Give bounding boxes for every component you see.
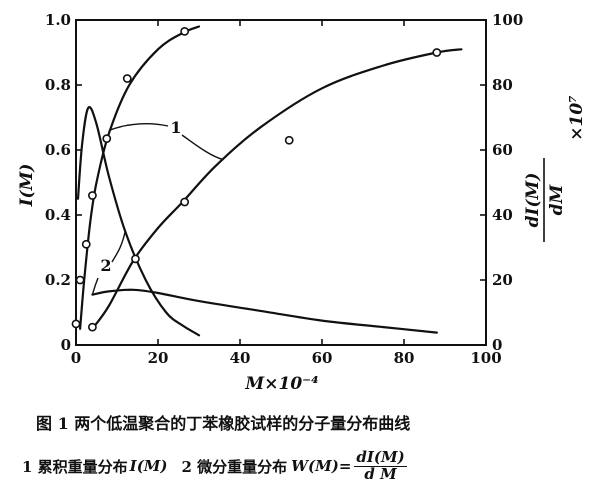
series-1-right-point	[180, 197, 190, 207]
x-tick-label: 0	[71, 349, 81, 367]
series-2-differential-left-curve	[76, 105, 201, 337]
molecular-weight-distribution-chart: 0 20 40 60 80 10000.20.40.60.81.0020406080100…	[17, 11, 587, 394]
y-right-tick-label: 20	[492, 271, 513, 289]
y-right-label-numerator: dI(M)	[523, 173, 543, 228]
y-right-label-factor: ×10⁷	[567, 95, 587, 140]
y-left-tick-label: 0.2	[45, 271, 71, 289]
series-1-left-point	[75, 275, 85, 285]
series-1-left-point	[71, 319, 81, 329]
series-2-leader-right	[91, 277, 99, 295]
legend-item-1-text: 1 累积重量分布	[22, 457, 128, 476]
data-points	[71, 26, 442, 332]
y-left-tick-label: 1.0	[45, 11, 71, 29]
y-right-tick-label: 80	[492, 76, 513, 94]
legend-item-2-symbol: W(M)=	[291, 457, 352, 475]
x-axis-label: M×10⁻⁴	[244, 374, 318, 394]
y-left-tick-label: 0.6	[45, 141, 71, 159]
curves	[76, 25, 463, 337]
figure-caption-title: 图 1 两个低温聚合的丁苯橡胶试样的分子量分布曲线	[36, 414, 411, 433]
series-1-right-point	[131, 254, 140, 264]
series-1-left-point	[122, 74, 132, 83]
series-2-leader-left	[111, 231, 126, 263]
series-2-label: 2	[100, 256, 111, 275]
y-right-tick-label: 40	[492, 206, 513, 224]
series-1-left-point	[180, 26, 190, 36]
x-tick-label: 60	[312, 349, 333, 367]
series-1-label: 1	[170, 118, 181, 137]
series-1-right-point	[88, 322, 97, 332]
curve-labels: 12	[91, 118, 224, 295]
x-tick-label: 40	[230, 349, 251, 367]
legend-item-2-numerator: dI(M)	[354, 447, 407, 467]
x-tick-label: 80	[394, 349, 415, 367]
y-left-tick-label: 0.8	[45, 76, 71, 94]
series-1-cumulative-left-curve	[79, 25, 201, 330]
figure-caption-legend: 1 累积重量分布 I(M) 2 微分重量分布 W(M)= dI(M) d M	[0, 440, 595, 492]
series-1-left-point	[88, 191, 97, 200]
series-1-right-point	[284, 135, 294, 145]
series-1-leader-right	[181, 134, 224, 161]
legend-item-2-text: 2 微分重量分布	[181, 457, 288, 476]
x-tick-label: 20	[148, 349, 169, 367]
y-right-tick-label: 0	[492, 336, 502, 354]
axes	[75, 19, 487, 346]
series-1-right-point	[432, 48, 442, 57]
series-1-left-point	[102, 134, 112, 144]
y-right-label-denominator: dM	[547, 183, 567, 215]
legend-item-1-symbol: I(M)	[129, 457, 168, 475]
legend-item-2-fraction: dI(M) d M	[354, 447, 407, 483]
series-2-differential-right-curve	[91, 288, 438, 334]
y-left-tick-label: 0	[61, 336, 71, 354]
y-left-tick-label: 0.4	[45, 206, 71, 224]
legend-item-2-denominator: d M	[364, 464, 397, 483]
y-left-axis-label: I(M)	[17, 164, 37, 208]
series-1-cumulative-right-curve	[91, 48, 463, 330]
plot-frame	[75, 19, 487, 346]
y-right-tick-label: 60	[492, 141, 513, 159]
series-1-leader-left	[108, 122, 169, 132]
y-right-tick-label: 100	[492, 11, 523, 29]
series-1-left-point	[81, 239, 91, 249]
x-tick-label: 100	[470, 349, 501, 367]
y-right-axis-label: dI(M) dM ×10⁷	[523, 95, 587, 242]
